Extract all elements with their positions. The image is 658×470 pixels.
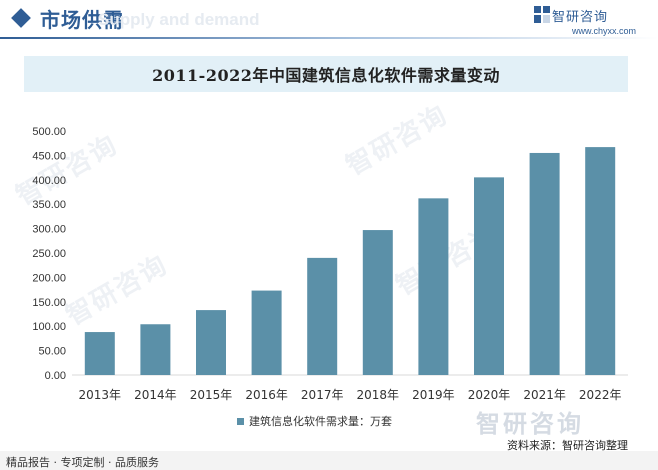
footer-bar: 精品报告 · 专项定制 · 品质服务	[0, 451, 658, 470]
bar	[362, 230, 393, 375]
bar	[84, 332, 115, 375]
bar	[307, 257, 338, 375]
y-tick-label: 150.00	[32, 297, 66, 309]
x-tick-label: 2016年	[245, 388, 288, 402]
chart-title-bar: 2011-2022年中国建筑信息化软件需求量变动	[24, 56, 628, 92]
x-tick-label: 2020年	[468, 388, 511, 402]
bar	[196, 310, 226, 375]
watermark-logo: 智研咨询	[476, 410, 584, 438]
x-tick-label: 2019年	[412, 388, 455, 402]
section-subtitle: Supply and demand	[98, 10, 260, 29]
bar-chart: 0.00 50.00 100.00 150.00 200.00 250.00 300.00 3…	[32, 126, 628, 402]
x-tick-label: 2013年	[79, 388, 122, 402]
source-note: 资料来源：智研咨询整理	[507, 439, 628, 452]
section-header: 市场供需 Supply and demand	[0, 0, 658, 40]
y-tick-label: 250.00	[32, 248, 66, 260]
brand-url: www.chyxx.com	[572, 26, 637, 36]
x-tick-label: 2022年	[579, 388, 622, 402]
y-tick-label: 350.00	[32, 199, 66, 211]
y-tick-label: 100.00	[32, 321, 66, 333]
y-tick-label: 400.00	[32, 175, 66, 187]
bar	[140, 324, 171, 375]
y-tick-label: 0.00	[45, 370, 66, 382]
x-tick-label: 2018年	[357, 388, 400, 402]
brand-name: 智研咨询	[552, 10, 609, 25]
footer-text: 精品报告 · 专项定制 · 品质服务	[6, 456, 159, 469]
y-tick-label: 500.00	[32, 126, 66, 138]
x-tick-label: 2014年	[134, 388, 177, 402]
y-tick-label: 200.00	[32, 272, 66, 284]
y-tick-label: 50.00	[38, 346, 66, 358]
bar	[474, 177, 504, 375]
bar	[585, 147, 616, 375]
brand-logo-icon	[534, 6, 550, 23]
bar	[529, 152, 560, 375]
x-tick-label: 2021年	[523, 388, 566, 402]
brand-logo-block: 智研咨询 www.chyxx.com	[528, 6, 648, 36]
section-title: 市场供需	[40, 8, 124, 32]
chart-title: 2011-2022年中国建筑信息化软件需求量变动	[152, 66, 500, 85]
legend-swatch	[237, 417, 244, 425]
bar	[418, 198, 449, 375]
x-tick-label: 2017年	[301, 388, 344, 402]
x-tick-label: 2015年	[190, 388, 233, 402]
legend-label: 建筑信息化软件需求量：万套	[249, 415, 392, 428]
chart-legend: 建筑信息化软件需求量：万套	[237, 413, 392, 429]
y-tick-label: 300.00	[32, 224, 66, 236]
y-tick-label: 450.00	[32, 150, 66, 162]
bar	[251, 290, 282, 375]
header-underline	[0, 37, 658, 39]
